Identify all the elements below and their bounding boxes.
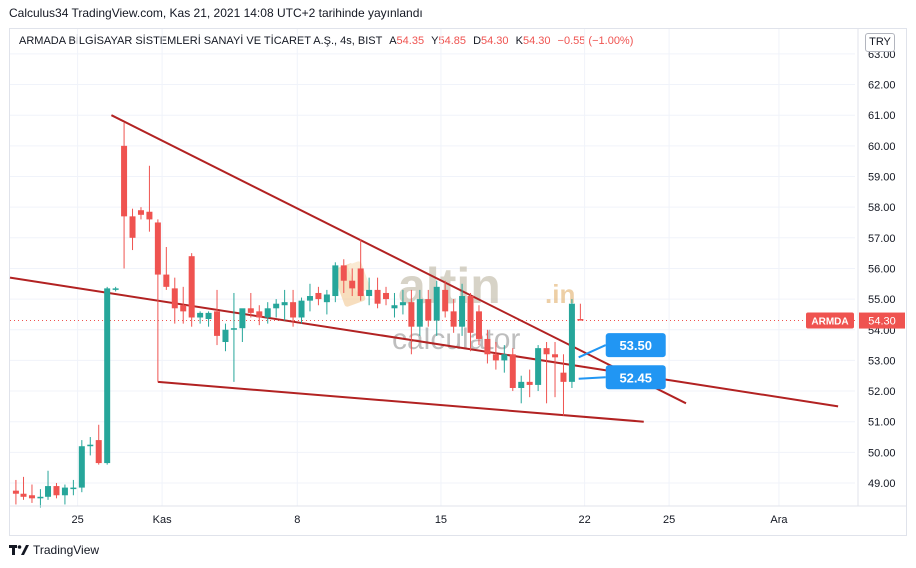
high-label: Y: [431, 35, 439, 47]
symbol-name: ARMADA BİLGİSAYAR SİSTEMLERİ SANAYİ VE T…: [19, 35, 383, 47]
footer-brand-text: TradingView: [33, 543, 100, 557]
close-label: K: [515, 35, 523, 47]
low-label: D: [473, 35, 482, 47]
low-value: 54.30: [481, 35, 509, 47]
footer-brand: TradingView: [9, 543, 99, 557]
high-value: 54.85: [438, 35, 466, 47]
tradingview-logo-icon: [9, 545, 29, 555]
change-value: −0.55 (−1.00%): [557, 35, 634, 47]
ohlc-legend: ARMADA BİLGİSAYAR SİSTEMLERİ SANAYİ VE T…: [19, 35, 633, 47]
open-label: A: [389, 35, 397, 47]
publish-info: Calculus34 TradingView.com, Kas 21, 2021…: [9, 6, 423, 20]
open-value: 54.35: [396, 35, 425, 47]
currency-button[interactable]: TRY: [865, 33, 895, 52]
close-value: 54.30: [522, 35, 551, 47]
chart-frame: [9, 28, 907, 536]
